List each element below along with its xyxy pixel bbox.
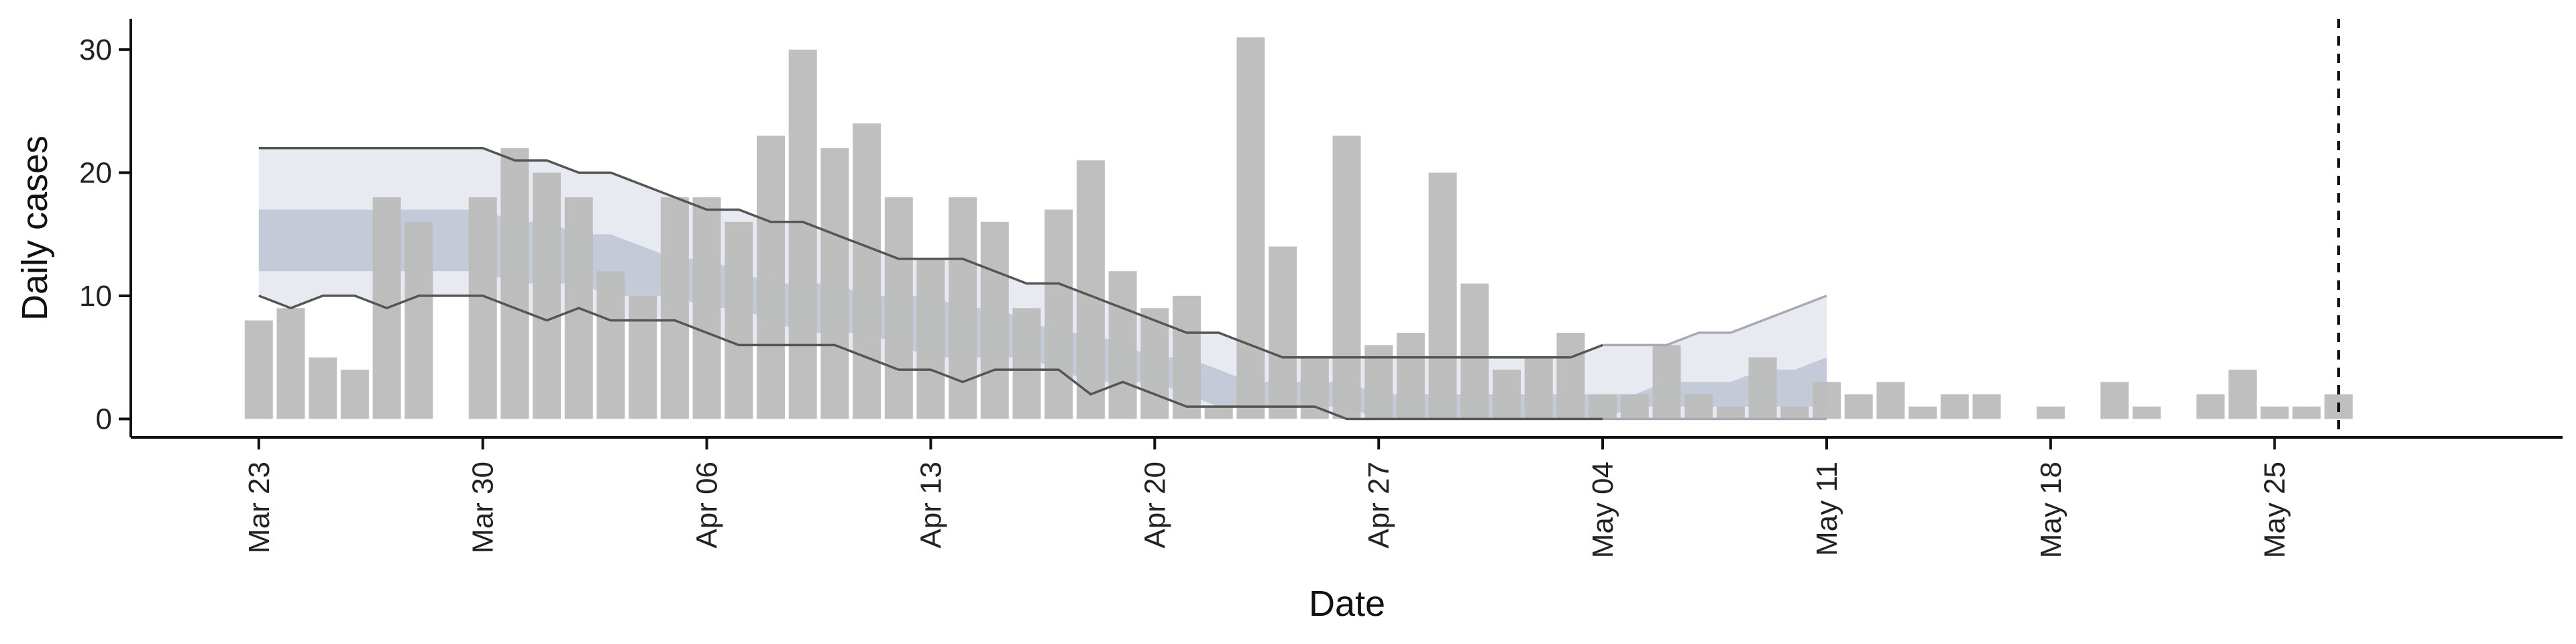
daily-case-bar (276, 308, 305, 419)
daily-case-bar (660, 197, 689, 419)
daily-case-bar (2036, 407, 2065, 419)
daily-case-bar (2292, 407, 2321, 419)
daily-case-bar (724, 221, 753, 419)
daily-case-bar (1460, 283, 1489, 419)
daily-case-bar (1108, 271, 1137, 419)
daily-case-bar (1876, 382, 1905, 419)
y-tick-label: 20 (79, 156, 112, 189)
daily-case-bar (1204, 407, 1233, 419)
daily-case-bar (1909, 407, 1937, 419)
daily-case-bar (1076, 160, 1105, 419)
daily-case-bar (1813, 382, 1841, 419)
daily-case-bar (980, 221, 1009, 419)
daily-case-bar (1140, 308, 1169, 419)
daily-case-bar (788, 49, 817, 419)
daily-case-bar (533, 172, 561, 419)
daily-case-bar (1300, 357, 1329, 419)
daily-case-bar (2100, 382, 2129, 419)
daily-case-bars (244, 37, 2353, 419)
daily-case-bar (884, 197, 913, 419)
daily-case-bar (1524, 357, 1553, 419)
y-axis-title: Daily cases (15, 136, 55, 321)
x-tick-label: Apr 27 (1362, 462, 1395, 549)
daily-case-bar (596, 271, 625, 419)
daily-case-bar (1364, 345, 1393, 419)
daily-case-bar (2229, 370, 2257, 419)
y-tick-label: 0 (96, 402, 112, 435)
outer-forecast-band (258, 148, 1827, 419)
x-tick-label: Apr 20 (1138, 462, 1171, 549)
daily-case-bar (757, 136, 785, 419)
daily-case-bar (1748, 357, 1777, 419)
daily-case-bar (2132, 407, 2161, 419)
daily-case-bar (1493, 370, 1521, 419)
daily-case-bar (1844, 394, 1873, 419)
daily-case-bar (692, 197, 721, 419)
daily-case-bar (1716, 407, 1745, 419)
forecast-bound-lines (258, 146, 1827, 421)
daily-case-bar (629, 295, 657, 419)
x-tick-label: Apr 13 (914, 462, 947, 549)
forecast-bands (258, 148, 1827, 419)
x-tick-label: Mar 30 (467, 462, 500, 553)
daily-case-bar (949, 197, 977, 419)
x-axis-title: Date (1309, 584, 1385, 624)
lower-bound-line (258, 294, 1603, 421)
daily-case-bar (1332, 136, 1361, 419)
daily-case-bar (244, 320, 273, 419)
daily-case-bar (1044, 209, 1073, 419)
daily-case-bar (820, 148, 849, 419)
daily-case-bar (1396, 333, 1425, 419)
y-axis-ticks: 0 10 20 30 (79, 34, 131, 435)
daily-case-bar (1173, 295, 1201, 419)
y-tick-label: 10 (79, 280, 112, 313)
daily-case-bar (1620, 394, 1649, 419)
upper-bound-line (258, 146, 1603, 359)
x-tick-label: Mar 23 (243, 462, 276, 553)
daily-case-bar (853, 123, 881, 419)
daily-case-bar (1428, 172, 1457, 419)
daily-case-bar (1972, 394, 2001, 419)
daily-case-bar (1236, 37, 1265, 419)
daily-case-bar (1780, 407, 1809, 419)
daily-case-bar (2260, 407, 2289, 419)
daily-case-bar (500, 148, 529, 419)
x-tick-label: May 25 (2259, 462, 2292, 558)
x-tick-label: May 04 (1587, 462, 1619, 558)
daily-case-bar (1269, 246, 1297, 419)
daily-case-bar (2196, 394, 2225, 419)
x-tick-label: May 18 (2035, 462, 2068, 558)
daily-case-bar (309, 357, 337, 419)
daily-case-bar (1012, 308, 1041, 419)
upper-bound-line-projected (1603, 294, 1827, 347)
inner-forecast-band (258, 209, 1827, 419)
daily-case-bar (1589, 394, 1617, 419)
x-tick-label: May 11 (1811, 462, 1843, 556)
daily-case-bar (340, 370, 369, 419)
daily-case-bar (405, 221, 433, 419)
daily-case-bar (916, 258, 945, 419)
x-axis-ticks: Mar 23 Mar 30 Apr 06 Apr 13 Apr 20 Apr 27 May … (243, 437, 2292, 558)
daily-case-bar (1684, 394, 1713, 419)
x-tick-label: Apr 06 (691, 462, 724, 549)
daily-case-bar (1940, 394, 1969, 419)
daily-case-bar (468, 197, 497, 419)
daily-case-bar (1652, 345, 1681, 419)
y-tick-label: 30 (79, 34, 112, 66)
daily-case-bar (1556, 333, 1585, 419)
